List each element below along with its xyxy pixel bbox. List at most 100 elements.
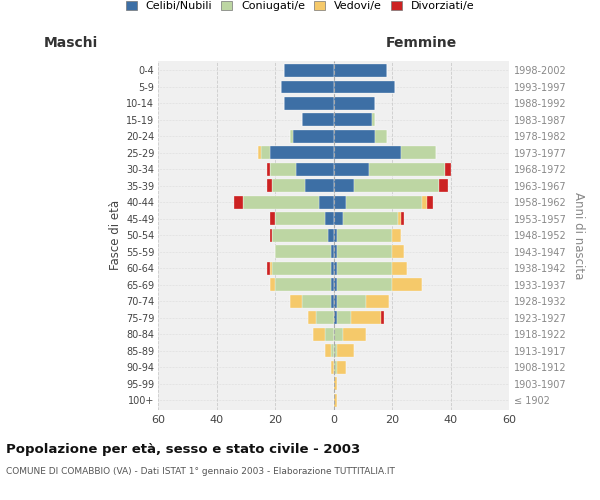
Bar: [334, 278, 337, 291]
Bar: [369, 163, 445, 176]
Bar: [325, 212, 334, 226]
Bar: [334, 328, 343, 340]
Bar: [293, 130, 334, 143]
Bar: [258, 146, 261, 160]
Bar: [366, 295, 389, 308]
Bar: [284, 97, 334, 110]
Text: Femmine: Femmine: [386, 36, 457, 50]
Bar: [343, 212, 398, 226]
Bar: [439, 180, 448, 192]
Bar: [302, 295, 331, 308]
Bar: [375, 130, 386, 143]
Bar: [290, 295, 302, 308]
Text: Maschi: Maschi: [43, 36, 98, 50]
Bar: [284, 64, 334, 77]
Bar: [334, 295, 337, 308]
Bar: [334, 262, 337, 275]
Bar: [334, 146, 401, 160]
Bar: [334, 212, 343, 226]
Bar: [334, 196, 346, 209]
Bar: [331, 361, 334, 374]
Bar: [334, 229, 337, 242]
Legend: Celibi/Nubili, Coniugati/e, Vedovi/e, Divorziati/e: Celibi/Nubili, Coniugati/e, Vedovi/e, Di…: [125, 0, 475, 11]
Bar: [290, 130, 293, 143]
Bar: [334, 97, 375, 110]
Bar: [334, 80, 395, 94]
Bar: [346, 196, 422, 209]
Bar: [334, 344, 337, 357]
Bar: [427, 196, 433, 209]
Y-axis label: Fasce di età: Fasce di età: [109, 200, 122, 270]
Bar: [422, 196, 427, 209]
Bar: [352, 312, 380, 324]
Bar: [355, 180, 439, 192]
Bar: [398, 212, 401, 226]
Bar: [337, 278, 392, 291]
Bar: [445, 163, 451, 176]
Bar: [334, 378, 337, 390]
Bar: [337, 295, 366, 308]
Bar: [266, 180, 272, 192]
Bar: [334, 394, 337, 406]
Bar: [261, 146, 269, 160]
Bar: [269, 229, 272, 242]
Bar: [235, 196, 243, 209]
Bar: [401, 212, 404, 226]
Bar: [334, 114, 372, 126]
Bar: [337, 312, 352, 324]
Bar: [269, 278, 275, 291]
Bar: [325, 328, 334, 340]
Bar: [392, 246, 404, 258]
Bar: [313, 328, 325, 340]
Bar: [337, 361, 346, 374]
Bar: [319, 196, 334, 209]
Bar: [334, 163, 369, 176]
Bar: [334, 64, 386, 77]
Bar: [269, 146, 334, 160]
Bar: [272, 262, 331, 275]
Bar: [243, 196, 319, 209]
Bar: [334, 130, 375, 143]
Bar: [337, 246, 392, 258]
Bar: [266, 262, 269, 275]
Bar: [331, 295, 334, 308]
Bar: [331, 344, 334, 357]
Bar: [331, 278, 334, 291]
Bar: [305, 180, 334, 192]
Bar: [334, 246, 337, 258]
Bar: [302, 114, 334, 126]
Bar: [275, 278, 331, 291]
Bar: [269, 212, 275, 226]
Bar: [269, 163, 296, 176]
Bar: [308, 312, 316, 324]
Bar: [266, 163, 269, 176]
Bar: [337, 229, 392, 242]
Bar: [343, 328, 366, 340]
Bar: [316, 312, 334, 324]
Bar: [380, 312, 383, 324]
Bar: [275, 246, 331, 258]
Bar: [334, 361, 337, 374]
Bar: [392, 278, 422, 291]
Bar: [334, 180, 355, 192]
Text: COMUNE DI COMABBIO (VA) - Dati ISTAT 1° gennaio 2003 - Elaborazione TUTTITALIA.I: COMUNE DI COMABBIO (VA) - Dati ISTAT 1° …: [6, 468, 395, 476]
Bar: [337, 344, 355, 357]
Text: Popolazione per età, sesso e stato civile - 2003: Popolazione per età, sesso e stato civil…: [6, 442, 360, 456]
Bar: [269, 262, 272, 275]
Bar: [337, 262, 392, 275]
Bar: [334, 312, 337, 324]
Bar: [296, 163, 334, 176]
Bar: [331, 262, 334, 275]
Y-axis label: Anni di nascita: Anni di nascita: [572, 192, 585, 279]
Bar: [275, 212, 325, 226]
Bar: [325, 344, 331, 357]
Bar: [401, 146, 436, 160]
Bar: [372, 114, 375, 126]
Bar: [392, 229, 401, 242]
Bar: [272, 180, 305, 192]
Bar: [281, 80, 334, 94]
Bar: [331, 246, 334, 258]
Bar: [272, 229, 328, 242]
Bar: [328, 229, 334, 242]
Bar: [392, 262, 407, 275]
